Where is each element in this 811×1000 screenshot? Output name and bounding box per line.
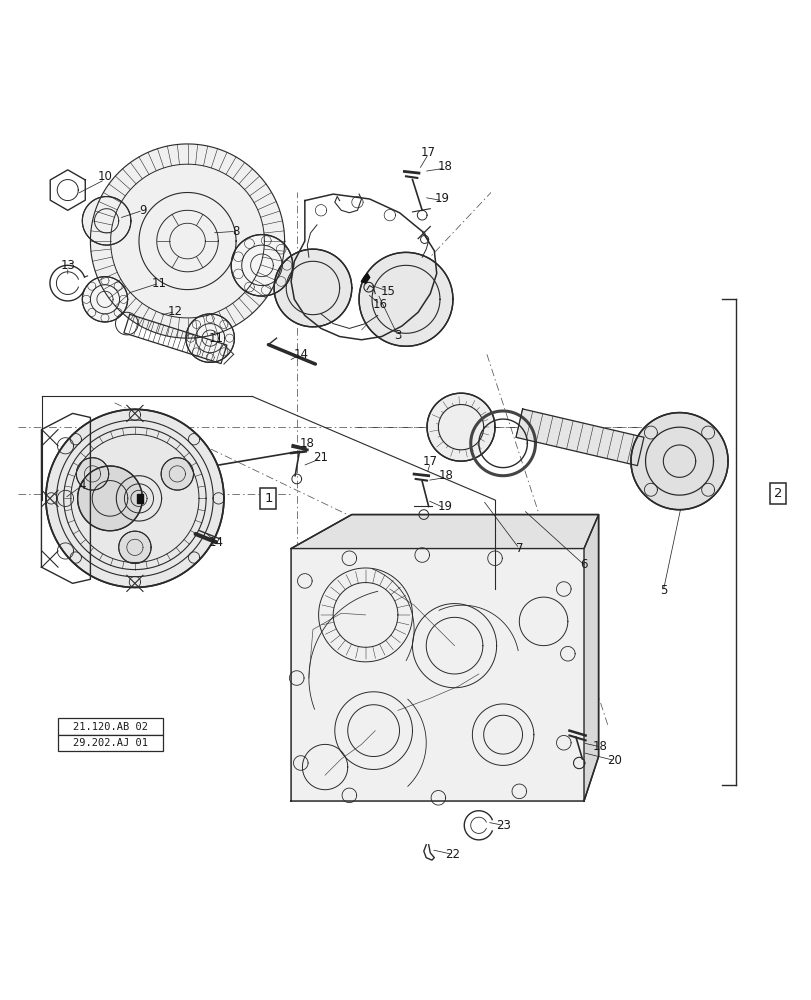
Polygon shape (630, 413, 727, 510)
Text: 8: 8 (232, 225, 239, 238)
Polygon shape (186, 314, 234, 362)
Polygon shape (136, 494, 143, 503)
Text: 21: 21 (312, 451, 328, 464)
Text: 2: 2 (773, 487, 782, 500)
Polygon shape (78, 466, 142, 531)
FancyBboxPatch shape (58, 718, 163, 735)
Text: 23: 23 (495, 819, 510, 832)
Text: 14: 14 (208, 536, 223, 549)
Text: 4: 4 (79, 479, 86, 492)
Polygon shape (82, 277, 127, 322)
Text: 18: 18 (299, 437, 315, 450)
Text: 20: 20 (607, 754, 621, 767)
Text: 12: 12 (168, 305, 182, 318)
Text: 29.202.AJ 01: 29.202.AJ 01 (73, 738, 148, 748)
Text: 18: 18 (439, 469, 453, 482)
Polygon shape (361, 273, 369, 283)
Polygon shape (583, 515, 598, 801)
Text: 1: 1 (264, 492, 272, 505)
Polygon shape (46, 409, 224, 587)
FancyBboxPatch shape (58, 735, 163, 751)
Text: 18: 18 (437, 160, 452, 173)
Text: 5: 5 (659, 584, 666, 597)
Polygon shape (118, 531, 151, 564)
Text: 18: 18 (592, 740, 607, 753)
Text: 3: 3 (393, 329, 401, 342)
Text: 15: 15 (380, 285, 395, 298)
Polygon shape (290, 515, 598, 801)
Text: 7: 7 (515, 542, 522, 555)
Polygon shape (161, 458, 193, 490)
Polygon shape (90, 144, 285, 338)
Text: 14: 14 (293, 348, 308, 361)
Polygon shape (515, 409, 643, 466)
Text: 19: 19 (437, 500, 452, 513)
Text: 13: 13 (60, 259, 75, 272)
Polygon shape (76, 458, 109, 490)
Polygon shape (427, 393, 495, 461)
Text: 17: 17 (421, 146, 436, 159)
Polygon shape (82, 197, 131, 245)
Polygon shape (290, 515, 598, 549)
Text: 16: 16 (372, 298, 387, 311)
Text: 17: 17 (423, 455, 437, 468)
Polygon shape (358, 252, 453, 346)
Text: 10: 10 (97, 170, 112, 183)
Text: 9: 9 (139, 204, 147, 217)
Text: 6: 6 (580, 558, 587, 571)
Text: 22: 22 (445, 848, 460, 861)
Polygon shape (274, 249, 351, 327)
Polygon shape (231, 235, 292, 296)
Text: 21.120.AB 02: 21.120.AB 02 (73, 722, 148, 732)
Text: 11: 11 (208, 332, 223, 345)
Text: 11: 11 (152, 277, 166, 290)
Text: 19: 19 (435, 192, 449, 205)
